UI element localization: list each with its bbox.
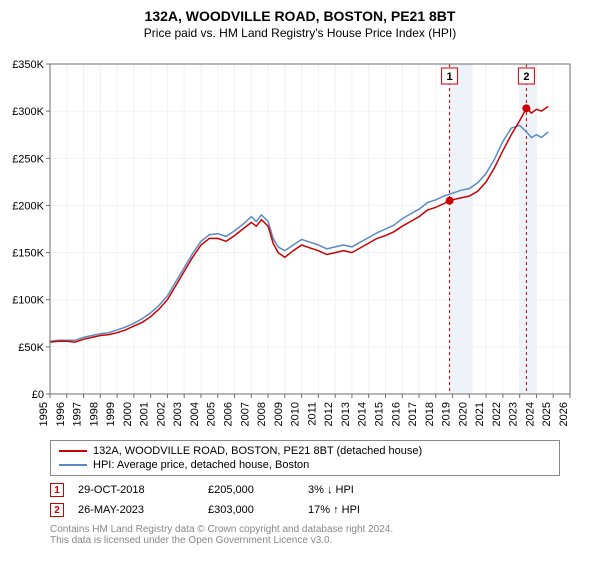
x-tick-label: 1995 bbox=[38, 402, 50, 426]
sale-price: £303,000 bbox=[208, 504, 308, 516]
x-tick-label: 1996 bbox=[55, 402, 67, 426]
chart-area: £0 £50K £100K £150K £200K £250K £300K £350K 1995… bbox=[0, 44, 600, 434]
x-tick-label: 2024 bbox=[524, 402, 536, 426]
x-tick-label: 2020 bbox=[457, 402, 469, 426]
x-tick-label: 2004 bbox=[189, 402, 201, 426]
plot-border bbox=[50, 64, 570, 394]
sale-date: 26-MAY-2023 bbox=[78, 504, 208, 516]
x-tick-label: 2010 bbox=[290, 402, 302, 426]
x-tick-label: 2019 bbox=[441, 402, 453, 426]
x-tick-label: 1999 bbox=[105, 402, 117, 426]
sale-marker: 1 bbox=[50, 483, 64, 497]
sale-pct: 17% ↑ HPI bbox=[308, 504, 448, 516]
x-tick-label: 2023 bbox=[508, 402, 520, 426]
x-tick-label: 2005 bbox=[206, 402, 218, 426]
x-tick-label: 2001 bbox=[139, 402, 151, 426]
x-tick-label: 2025 bbox=[541, 402, 553, 426]
x-tick-label: 2026 bbox=[558, 402, 570, 426]
legend-label: 132A, WOODVILLE ROAD, BOSTON, PE21 8BT (… bbox=[93, 445, 422, 457]
x-tick-label: 2012 bbox=[323, 402, 335, 426]
marker-badge-label: 2 bbox=[523, 71, 529, 83]
x-tick-label: 2007 bbox=[239, 402, 251, 426]
shaded-range bbox=[520, 64, 537, 394]
y-tick-label: £200K bbox=[12, 200, 44, 212]
y-tick-label: £250K bbox=[12, 153, 44, 165]
y-tick-label: £350K bbox=[12, 59, 44, 71]
footer-line-1: Contains HM Land Registry data © Crown c… bbox=[50, 524, 560, 535]
chart-title: 132A, WOODVILLE ROAD, BOSTON, PE21 8BT bbox=[0, 8, 600, 24]
sales-table: 1 29-OCT-2018£205,0003% ↓ HPI 2 26-MAY-2023… bbox=[50, 480, 560, 520]
legend-swatch bbox=[59, 464, 87, 466]
y-tick-label: £0 bbox=[32, 389, 44, 401]
sale-date: 29-OCT-2018 bbox=[78, 484, 208, 496]
x-tick-label: 2002 bbox=[155, 402, 167, 426]
legend-row: HPI: Average price, detached house, Bost… bbox=[59, 458, 551, 472]
sale-price: £205,000 bbox=[208, 484, 308, 496]
sale-row: 1 29-OCT-2018£205,0003% ↓ HPI bbox=[50, 480, 560, 500]
x-tick-label: 2003 bbox=[172, 402, 184, 426]
marker-badge-label: 1 bbox=[446, 71, 452, 83]
x-tick-label: 2018 bbox=[424, 402, 436, 426]
footer-line-2: This data is licensed under the Open Gov… bbox=[50, 535, 560, 546]
series-hpi bbox=[50, 125, 548, 341]
x-tick-label: 2017 bbox=[407, 402, 419, 426]
legend-label: HPI: Average price, detached house, Bost… bbox=[93, 459, 309, 471]
x-tick-label: 2006 bbox=[223, 402, 235, 426]
x-tick-label: 2009 bbox=[273, 402, 285, 426]
x-tick-label: 1997 bbox=[72, 402, 84, 426]
legend-row: 132A, WOODVILLE ROAD, BOSTON, PE21 8BT (… bbox=[59, 444, 551, 458]
sale-pct: 3% ↓ HPI bbox=[308, 484, 448, 496]
sale-marker: 2 bbox=[50, 503, 64, 517]
footer: Contains HM Land Registry data © Crown c… bbox=[50, 524, 560, 546]
x-tick-label: 2014 bbox=[357, 402, 369, 426]
x-tick-label: 2016 bbox=[390, 402, 402, 426]
x-tick-label: 2022 bbox=[491, 402, 503, 426]
chart-container: 132A, WOODVILLE ROAD, BOSTON, PE21 8BT P… bbox=[0, 8, 600, 568]
x-tick-label: 2013 bbox=[340, 402, 352, 426]
x-tick-label: 1998 bbox=[88, 402, 100, 426]
legend: 132A, WOODVILLE ROAD, BOSTON, PE21 8BT (… bbox=[50, 440, 560, 476]
chart-subtitle: Price paid vs. HM Land Registry's House … bbox=[0, 26, 600, 40]
sale-row: 2 26-MAY-2023£303,00017% ↑ HPI bbox=[50, 500, 560, 520]
y-tick-label: £50K bbox=[18, 342, 44, 354]
series-price_paid bbox=[50, 106, 548, 342]
line-chart: £0 £50K £100K £150K £200K £250K £300K £350K 1995… bbox=[0, 44, 600, 434]
y-tick-label: £100K bbox=[12, 295, 44, 307]
x-tick-label: 2021 bbox=[474, 402, 486, 426]
x-tick-label: 2011 bbox=[306, 402, 318, 426]
x-tick-label: 2015 bbox=[373, 402, 385, 426]
y-tick-label: £300K bbox=[12, 106, 44, 118]
x-tick-label: 2000 bbox=[122, 402, 134, 426]
y-tick-label: £150K bbox=[12, 248, 44, 260]
legend-swatch bbox=[59, 450, 87, 452]
x-tick-label: 2008 bbox=[256, 402, 268, 426]
